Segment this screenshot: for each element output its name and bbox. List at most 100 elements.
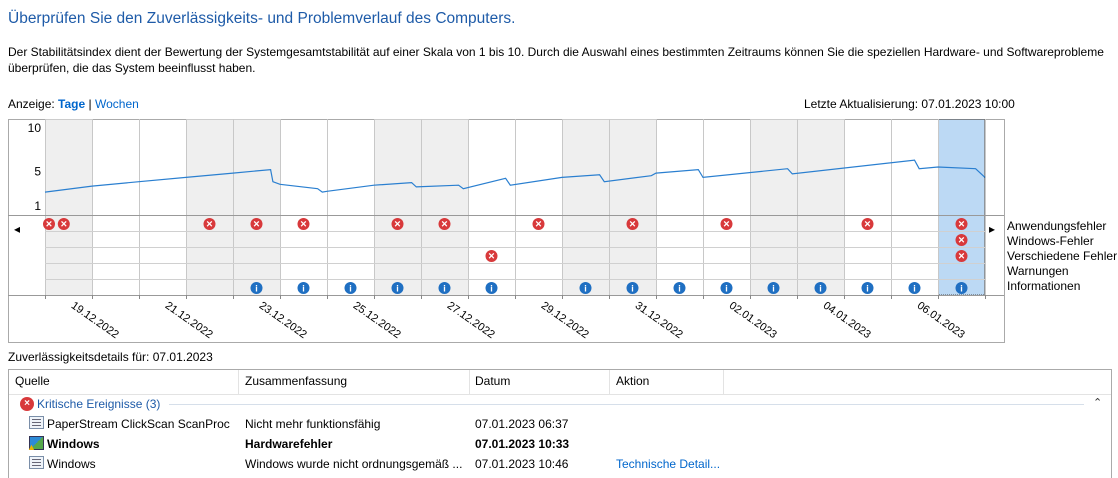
column-separator[interactable] <box>469 370 470 394</box>
icon-glyph: i <box>584 284 587 294</box>
stability-index-line <box>44 159 986 193</box>
info-event-icon: i <box>485 282 498 294</box>
scroll-right-icon[interactable]: ▸ <box>989 222 995 236</box>
group-label[interactable]: Kritische Ereignisse (3) <box>37 397 161 411</box>
column-separator[interactable] <box>238 370 239 394</box>
info-event-icon: i <box>438 282 451 294</box>
icon-circle <box>626 282 639 294</box>
icon-circle <box>43 218 55 230</box>
error-event-icon: × <box>57 218 70 231</box>
table-row[interactable]: ▲ Windows Hardwarefehler 07.01.2023 10:3… <box>9 434 1111 454</box>
error-event-icon: × <box>438 218 451 231</box>
error-event-icon: × <box>955 218 968 231</box>
icon-glyph: × <box>723 219 729 231</box>
list-header: Quelle Zusammenfassung Datum ⌃ Aktion <box>9 370 1111 395</box>
icon-circle <box>814 282 827 294</box>
icon-circle <box>344 282 357 294</box>
icon-circle <box>908 282 921 294</box>
view-days-link[interactable]: Tage <box>58 97 86 111</box>
icon-circle <box>438 282 451 294</box>
icon-circle <box>250 282 263 294</box>
event-row-label: Anwendungsfehler <box>1007 219 1106 233</box>
event-row-label: Windows-Fehler <box>1007 234 1094 248</box>
icon-circle <box>250 218 263 230</box>
column-separator[interactable] <box>609 370 610 394</box>
icon-glyph: i <box>443 284 446 294</box>
icon-glyph: i <box>255 284 258 294</box>
view-label: Anzeige: <box>8 97 55 111</box>
windows-warning-icon: ▲ <box>27 436 44 452</box>
reliability-chart[interactable]: 10 5 1 × × × × × × × × × × × × × × × i i i i i i i i i i i i i i i Anwend… <box>0 114 1118 346</box>
icon-circle <box>955 250 968 262</box>
icon-glyph: i <box>678 284 681 294</box>
table-row[interactable]: PaperStream ClickScan ScanProc Nicht meh… <box>9 414 1111 434</box>
icon-circle <box>955 234 968 246</box>
icon-glyph: × <box>958 251 964 263</box>
error-event-icon: × <box>391 218 404 231</box>
shaded-day-column <box>374 119 421 296</box>
cell-summary: Nicht mehr funktionsfähig <box>245 417 381 431</box>
app-icon <box>29 456 44 469</box>
error-event-icon: × <box>861 218 874 231</box>
event-row-label: Informationen <box>1007 279 1080 293</box>
error-icon: × <box>20 397 34 411</box>
icon-circle <box>485 250 498 262</box>
icon-glyph: × <box>629 219 635 231</box>
icon-circle <box>767 282 780 294</box>
cell-source: Windows <box>47 437 100 451</box>
icon-glyph: i <box>490 284 493 294</box>
info-event-icon: i <box>767 282 780 294</box>
collapse-icon[interactable]: ⌃ <box>1093 397 1103 409</box>
icon-circle <box>485 282 498 294</box>
icon-circle <box>297 218 310 230</box>
column-header-source[interactable]: Quelle <box>15 374 50 388</box>
group-critical-events[interactable]: × Kritische Ereignisse (3) ⌃ <box>9 394 1111 414</box>
icon-glyph: × <box>394 219 400 231</box>
view-separator: | <box>88 97 92 111</box>
technical-details-link[interactable]: Technische Detail... <box>616 457 721 471</box>
icon-circle <box>438 218 451 230</box>
column-separator[interactable] <box>723 370 724 394</box>
sort-icon: ⌃ <box>536 369 545 377</box>
icon-glyph: i <box>302 284 305 294</box>
view-weeks-link[interactable]: Wochen <box>94 97 139 111</box>
column-header-date[interactable]: Datum <box>475 374 511 388</box>
icon-glyph: × <box>300 219 306 231</box>
icon-circle <box>720 218 733 230</box>
icon-glyph: i <box>349 284 352 294</box>
y-tick-label: 1 <box>34 199 41 213</box>
info-event-icon: i <box>250 282 263 294</box>
page-description: Der Stabilitätsindex dient der Bewertung… <box>8 45 1104 75</box>
cell-date: 07.01.2023 10:46 <box>475 457 569 471</box>
icon-glyph: × <box>535 219 541 231</box>
icon-glyph: × <box>61 219 67 231</box>
scroll-left-icon[interactable]: ◂ <box>14 222 20 236</box>
error-event-icon: × <box>532 218 545 231</box>
cell-summary: Hardwarefehler <box>245 437 333 451</box>
error-event-icon: × <box>720 218 733 231</box>
info-event-icon: i <box>861 282 874 294</box>
icon-glyph: × <box>253 219 259 231</box>
shaded-day-column <box>609 119 656 296</box>
shaded-day-column <box>421 119 468 296</box>
icon-glyph: × <box>206 219 212 231</box>
column-header-summary[interactable]: Zusammenfassung <box>245 374 348 388</box>
icon-glyph: i <box>772 284 775 294</box>
error-event-icon: × <box>955 234 968 247</box>
icon-glyph: i <box>396 284 399 294</box>
icon-glyph: × <box>46 219 52 231</box>
page-title: Überprüfen Sie den Zuverlässigkeits- und… <box>8 10 516 27</box>
error-event-icon: × <box>955 250 968 263</box>
icon-circle <box>955 218 968 230</box>
shaded-day-column <box>750 119 797 296</box>
column-header-action[interactable]: Aktion <box>616 374 650 388</box>
icon-circle <box>391 282 404 294</box>
error-event-icon: × <box>43 218 55 231</box>
table-row[interactable]: Windows Windows wurde nicht ordnungsgemä… <box>9 454 1111 474</box>
icon-glyph: i <box>725 284 728 294</box>
selected-day-column <box>938 119 985 296</box>
icon-glyph: i <box>631 284 634 294</box>
error-event-icon: × <box>626 218 639 231</box>
info-event-icon: i <box>626 282 639 294</box>
icon-circle <box>720 282 733 294</box>
